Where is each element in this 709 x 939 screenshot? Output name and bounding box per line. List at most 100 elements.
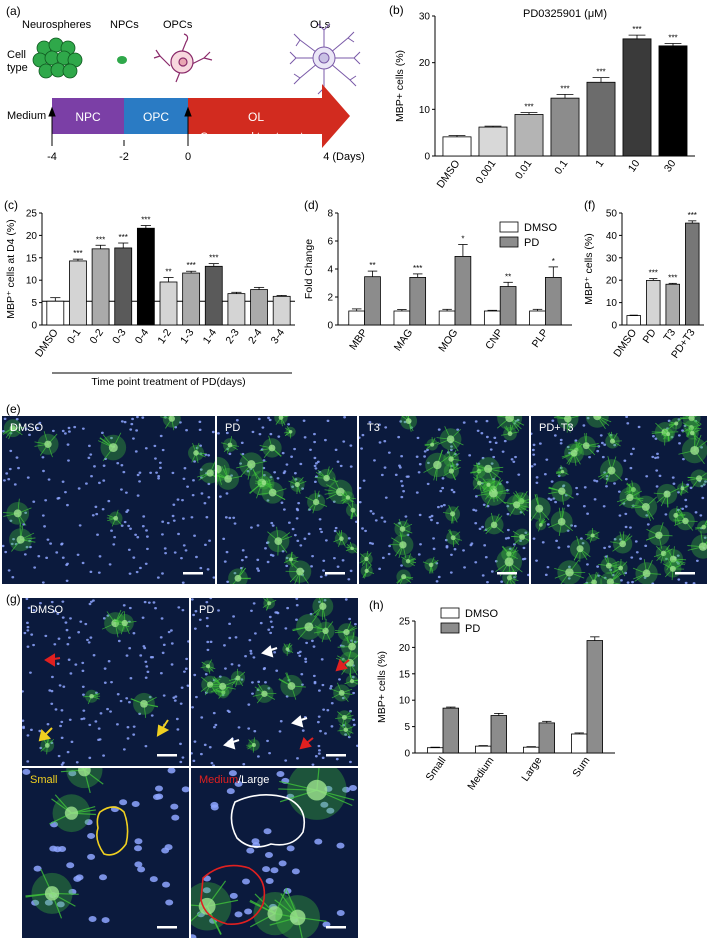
nucleus-dot [203,501,207,505]
day-tick-4: 4 (Days) [323,151,365,163]
chart-d-sig-label: ** [505,272,511,281]
nucleus-dot [67,459,70,462]
chart-b-ylabel: MBP+ cells (%) [394,50,406,122]
nucleus-dot [476,429,480,432]
nucleus-dot [185,428,188,432]
nucleus-dot [320,658,324,661]
nucleus-dot [80,717,84,721]
nucleus-dot [22,768,31,775]
nucleus-dot [351,675,355,679]
nucleus-dot [126,726,130,729]
nucleus-dot [285,556,289,560]
nucleus-dot [613,482,616,485]
nucleus-dot [177,532,180,536]
chart-h-bar [475,745,492,754]
nucleus-dot [339,464,343,468]
nucleus-dot [474,509,478,512]
nucleus-dot [226,580,230,583]
nucleus-dot [342,440,346,443]
nucleus-dot [77,487,81,490]
chart-c-sig-label: *** [186,261,195,270]
nucleus-dot [61,480,65,483]
chart-f-category-label: PD [641,327,659,346]
nucleus-dot [141,616,145,619]
neurosphere-icon [32,37,83,79]
chart-d-sig-label: ** [369,261,375,270]
mbp-cell-blob [3,498,32,528]
mbp-cell-blob [197,460,215,484]
nucleus-dot [304,657,308,661]
nucleus-dot [85,482,88,485]
nucleus-dot [441,486,445,490]
small-cell-outline [96,806,129,856]
mbp-cell-blob [422,556,439,574]
mbp-cell-blob [495,416,525,432]
nucleus-dot [249,649,253,653]
nucleus-dot [269,432,273,436]
nucleus-dot [317,744,321,748]
chart-h-legend-label: PD [465,623,480,635]
chart-b-category-label: 0.1 [552,158,570,177]
nucleus-dot [124,491,128,494]
nucleus-dot [481,525,484,529]
nucleus-dot [482,503,486,507]
nucleus-dot [62,685,66,688]
chart-h-ylabel: MBP+ cells (%) [376,651,388,723]
nucleus-dot [546,565,550,569]
nucleus-dot [7,477,11,481]
nucleus-dot [74,663,78,666]
nucleus-dot [50,600,54,604]
mbp-cell-blob [598,571,622,584]
mbp-cell-blob [314,466,339,488]
nucleus-dot [383,440,387,443]
nucleus-dot [207,496,211,499]
day-tick-arrows [48,106,192,146]
mbp-cell-blob [574,433,599,456]
nucleus-dot [240,678,244,681]
nucleus-dot [404,515,408,518]
nucleus-dot [177,606,181,609]
nucleus-dot [5,472,9,475]
large-label-text: /Large [238,774,270,786]
nucleus-dot [234,911,243,918]
mbp-cell-blob [335,621,358,644]
nucleus-dot [364,529,367,533]
nucleus-dot [444,538,448,542]
nucleus-dot [701,496,705,500]
mbp-cell-blob [269,890,327,938]
nucleus-dot [244,655,247,658]
nucleus-dot [314,755,318,758]
nucleus-dot [129,428,133,431]
nucleus-dot [11,576,15,579]
nucleus-dot [508,547,512,551]
nucleus-dot [417,553,421,556]
nucleus-dot [68,888,77,895]
nucleus-dot [199,468,203,471]
nucleus-dot [488,440,492,444]
nucleus-dot [154,457,157,460]
nucleus-dot [161,572,164,575]
nucleus-dot [170,629,173,632]
nucleus-dot [233,522,237,525]
nucleus-dot [349,444,353,447]
white-arrow-icon [261,645,278,658]
nucleus-dot [103,681,107,684]
nucleus-dot [639,557,642,560]
nucleus-dot [406,475,410,478]
nucleus-dot [384,426,388,429]
mbp-cell-blob [605,431,622,449]
mbp-cell-blob [501,545,519,564]
nucleus-dot [23,553,27,556]
nucleus-dot [159,434,163,438]
nucleus-dot [535,481,539,485]
mbp-cell-blob [344,673,358,688]
nucleus-dot [703,536,707,539]
chart-c-bar [69,260,87,326]
nucleus-dot [37,555,41,558]
nucleus-dot [427,461,430,465]
nucleus-dot [291,527,295,531]
nucleus-dot [309,612,313,616]
nucleus-dot [296,651,300,655]
chart-c-bar [91,248,110,326]
g-pd-arrows [223,645,350,750]
